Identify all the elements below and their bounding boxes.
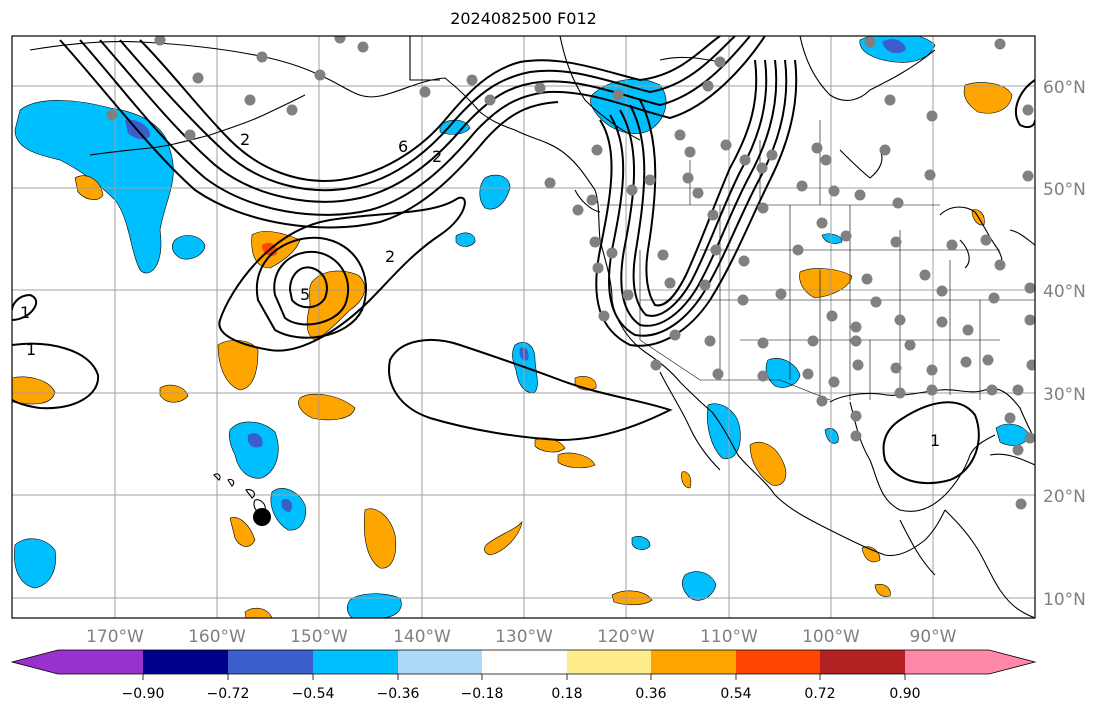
contour-label: 2 xyxy=(385,247,395,266)
colorbar-tick-label: 0.72 xyxy=(804,686,835,702)
contour-label: 1 xyxy=(20,303,30,322)
colorbar-tick-label: −0.72 xyxy=(207,686,250,702)
graticule xyxy=(12,36,1035,618)
lat-label-10n: 10°N xyxy=(1043,590,1086,610)
colorbar-tick-label: −0.90 xyxy=(122,686,165,702)
lat-label-60n: 60°N xyxy=(1043,78,1086,98)
map-title: 2024082500 F012 xyxy=(450,9,597,28)
colorbar-swatch xyxy=(12,650,58,674)
longitude-axis: 170°W 160°W 150°W 140°W 130°W 120°W 110°… xyxy=(86,627,957,647)
highlight-marker xyxy=(253,508,271,526)
colorbar-tick-label: 0.36 xyxy=(635,686,666,702)
map-frame xyxy=(11,35,1036,619)
colorbar-swatch xyxy=(143,650,228,674)
lon-label-90w: 90°W xyxy=(910,627,957,647)
lon-label-110w: 110°W xyxy=(700,627,758,647)
colorbar-swatch xyxy=(989,650,1035,674)
colorbar-swatch xyxy=(398,650,482,674)
colorbar-tick-label: −0.54 xyxy=(292,686,335,702)
lat-label-50n: 50°N xyxy=(1043,180,1086,200)
colorbar-swatch xyxy=(313,650,398,674)
colorbar-tick-label: −0.18 xyxy=(461,686,504,702)
colorbar-tick-label: 0.54 xyxy=(720,686,751,702)
colorbar-swatch xyxy=(228,650,313,674)
contour-label: 6 xyxy=(398,137,408,156)
contour-lines xyxy=(12,36,1035,485)
lat-label-40n: 40°N xyxy=(1043,282,1086,302)
lon-label-120w: 120°W xyxy=(597,627,655,647)
colorbar-tick-label: 0.90 xyxy=(889,686,920,702)
station-markers xyxy=(106,36,1035,510)
colorbar-swatch xyxy=(736,650,820,674)
colorbar-swatch xyxy=(482,650,567,674)
latitude-axis: 60°N 50°N 40°N 30°N 20°N 10°N xyxy=(1043,78,1086,610)
lat-label-30n: 30°N xyxy=(1043,385,1086,405)
lon-label-170w: 170°W xyxy=(86,627,144,647)
lon-label-100w: 100°W xyxy=(802,627,860,647)
lon-label-140w: 140°W xyxy=(393,627,451,647)
lon-label-130w: 130°W xyxy=(495,627,553,647)
contour-labels: 1 1 2 2 2 5 6 1 xyxy=(20,130,940,450)
contour-label: 2 xyxy=(240,130,250,149)
colorbar-swatch xyxy=(651,650,736,674)
political-borders xyxy=(600,120,1035,401)
contour-label: 5 xyxy=(300,285,310,304)
contour-label: 2 xyxy=(432,147,442,166)
colorbar-swatch xyxy=(58,650,143,674)
colorbar-outline xyxy=(10,649,1037,675)
coastlines xyxy=(29,36,1035,618)
colorbar-tick-label: 0.18 xyxy=(551,686,582,702)
lon-label-160w: 160°W xyxy=(188,627,246,647)
colorbar-tick-label: −0.36 xyxy=(377,686,420,702)
colorbar: −0.90 −0.72 −0.54 −0.36 −0.18 0.18 0.36 … xyxy=(10,649,1037,702)
lon-label-150w: 150°W xyxy=(290,627,348,647)
lat-label-20n: 20°N xyxy=(1043,487,1086,507)
colorbar-swatch xyxy=(905,650,989,674)
colorbar-swatch xyxy=(820,650,905,674)
contour-label: 1 xyxy=(26,340,36,359)
contour-label: 1 xyxy=(930,431,940,450)
colorbar-swatch xyxy=(567,650,651,674)
